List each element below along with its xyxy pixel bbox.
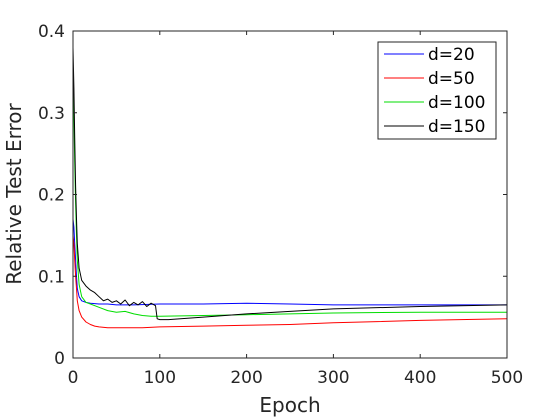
ticks-layer: 0 100 200 300 400 500 0 0.1 0.2 0.3 0.4 xyxy=(38,22,523,388)
y-tick-label: 0.3 xyxy=(38,104,65,124)
series-line-d50 xyxy=(72,235,508,329)
legend-label-d100: d=100 xyxy=(428,93,485,113)
y-axis-label: Relative Test Error xyxy=(2,102,26,284)
legend-label-d50: d=50 xyxy=(428,69,475,89)
x-tick-label: 200 xyxy=(230,368,262,388)
legend-label-d20: d=20 xyxy=(428,45,475,65)
y-tick-label: 0.4 xyxy=(38,22,65,42)
x-tick-label: 100 xyxy=(144,368,176,388)
legend-label-d150: d=150 xyxy=(428,117,485,137)
x-tick-label: 300 xyxy=(317,368,349,388)
x-tick-label: 400 xyxy=(404,368,436,388)
y-tick-label: 0.1 xyxy=(38,267,65,287)
series-layer xyxy=(72,47,508,329)
y-tick-label: 0 xyxy=(54,349,65,369)
series-line-d150 xyxy=(72,47,508,321)
legend-box xyxy=(377,41,497,140)
x-tick-label: 500 xyxy=(491,368,523,388)
legend: d=20 d=50 d=100 d=150 xyxy=(377,41,497,140)
plot-frame xyxy=(72,30,508,359)
series-line-d20 xyxy=(72,218,507,306)
x-tick-label: 0 xyxy=(68,368,79,388)
y-tick-label: 0.2 xyxy=(38,186,65,206)
series-line-d100 xyxy=(72,80,507,317)
x-axis-label: Epoch xyxy=(259,393,320,417)
